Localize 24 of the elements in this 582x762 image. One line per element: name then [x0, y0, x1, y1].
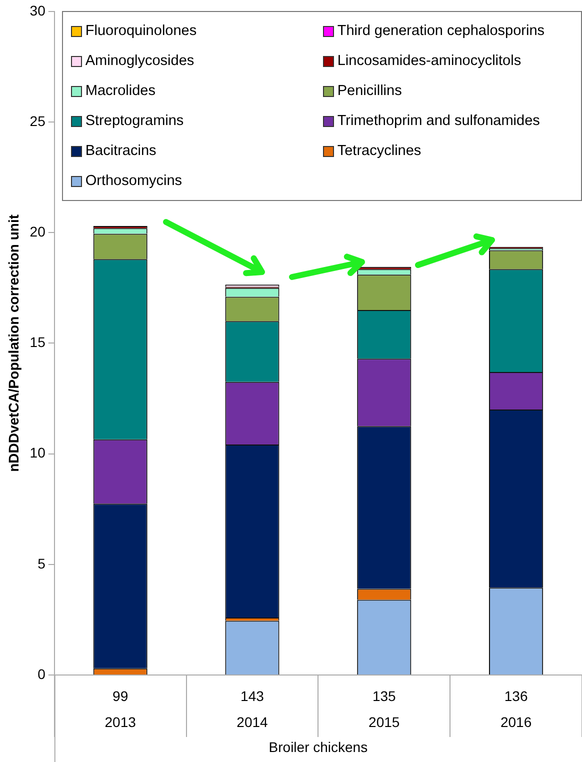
- legend-label: Tetracyclines: [336, 142, 422, 162]
- legend-label: Streptogramins: [84, 112, 185, 132]
- y-tick-label: 5: [38, 555, 46, 572]
- x-tick-label: 99 2013: [104, 688, 136, 730]
- legend-label: Orthosomycins: [84, 172, 184, 192]
- x-tick-label: 143 2014: [236, 688, 268, 730]
- legend-label: Lincosamides-aminocyclitols: [336, 52, 522, 72]
- y-tick-label: 25: [30, 112, 46, 129]
- y-tick-label: 30: [30, 2, 46, 18]
- y-tick-label: 20: [30, 223, 46, 240]
- legend-label: Trimethoprim and sulfonamides: [336, 112, 541, 132]
- legend-label: Third generation cephalosporins: [336, 22, 546, 42]
- x-tick-label: 135 2015: [368, 688, 400, 730]
- legend-label: Macrolides: [84, 82, 156, 102]
- legend-label: Penicillins: [336, 82, 403, 102]
- legend-label: Fluoroquinolones: [84, 22, 198, 42]
- y-axis-title: nDDDvetCA/Population correction unit: [5, 214, 22, 472]
- x-axis-title: Broiler chickens: [268, 739, 368, 755]
- legend-label: Bacitracins: [84, 142, 158, 162]
- y-tick-label: 15: [30, 334, 46, 350]
- x-tick-label: 136 2016: [500, 688, 532, 730]
- legend-label: Aminoglycosides: [84, 52, 196, 72]
- y-tick-label: 0: [38, 666, 46, 682]
- y-tick-label: 10: [30, 444, 46, 461]
